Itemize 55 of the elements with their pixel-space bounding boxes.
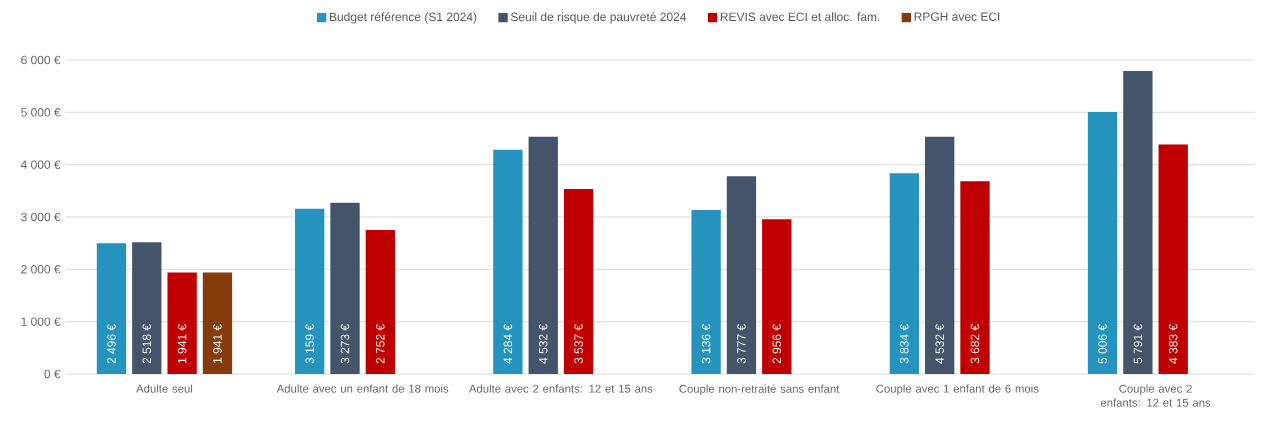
bar [726,176,757,374]
bar [330,202,360,374]
data-label: 4 532 € [935,324,944,364]
bar [493,149,523,374]
bar [1087,112,1118,374]
y-tick-label: 0 € [44,369,61,379]
bar [1158,144,1188,374]
bar [563,188,594,374]
bar [365,229,396,374]
y-tick-label: 3 000 € [21,212,61,222]
x-tick-label: Adulte seul [136,384,193,393]
data-label: 2 956 € [772,324,782,364]
data-label: 3 537 € [574,324,583,364]
data-label: 4 383 € [1168,324,1178,364]
y-tick-label: 4 000 € [20,160,61,169]
data-label: 3 136 € [701,324,711,364]
data-label: 1 941 € [213,324,222,364]
x-tick-label: Adulte avec 2 enfants: 12 et 15 ans [468,384,653,393]
legend-label: Seuil de risque de pauvreté 2024 [510,12,687,24]
y-tick-label: 1 000 € [21,317,61,326]
x-tick-label: Adulte avec un enfant de 18 mois [276,384,449,393]
x-tick-label: Couple avec 1 enfant de 6 mois [876,384,1039,395]
legend-label: RPGH avec ECI [914,12,1000,21]
bar [762,219,792,374]
data-label: 4 532 € [538,324,548,364]
bar [96,243,127,374]
data-label: 3 777 € [737,324,746,364]
data-label: 3 682 € [970,324,980,364]
bar [960,181,990,374]
bar [925,136,955,374]
data-label: 2 518 € [142,324,152,364]
x-tick-label: Couple non-retraité sans enfant [679,384,840,396]
data-label: 1 941 € [177,324,187,364]
bar [528,136,558,374]
data-label: 5 006 € [1098,324,1107,364]
bar [167,272,197,374]
y-tick-label: 6 000 € [21,55,61,65]
bar [295,208,325,374]
y-tick-label: 5 000 € [21,108,61,117]
data-label: 3 273 € [340,324,350,364]
bar [1123,70,1153,374]
data-label: 4 284 € [503,324,513,364]
data-label: 3 159 € [305,324,314,364]
legend-label: Budget référence (S1 2024) [329,12,477,24]
x-tick-label: Couple avec 2 enfants: 12 et 15 ans [1100,384,1211,407]
data-label: 3 834 € [900,324,909,364]
bar [202,272,233,374]
bar [132,242,162,374]
legend-label: REVIS avec ECI et alloc. fam. [720,12,880,22]
y-tick-label: 2 000 € [21,265,61,274]
data-label: 2 496 € [107,324,116,364]
bar [691,209,721,374]
data-label: 5 791 € [1133,324,1143,364]
bar [889,173,919,374]
data-label: 2 752 € [376,324,385,364]
